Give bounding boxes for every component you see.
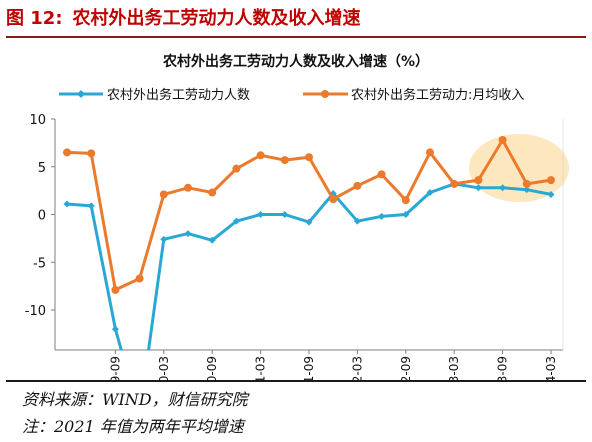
legend-item-series-2: 农村外出务工劳动力:月均收入 — [303, 87, 524, 103]
y-tick-label: -5 — [33, 256, 46, 271]
data-point — [474, 176, 483, 185]
data-point — [547, 190, 555, 198]
data-point — [159, 190, 168, 199]
data-point — [184, 183, 192, 192]
x-tick-label: 2023-09 — [496, 356, 510, 380]
data-point — [353, 217, 361, 225]
data-point — [280, 156, 289, 165]
data-point — [305, 218, 313, 226]
data-point — [474, 184, 482, 192]
data-point — [498, 136, 507, 145]
data-point — [257, 211, 265, 218]
data-point — [232, 217, 240, 225]
data-point — [184, 230, 192, 238]
legend-swatch-dot-2 — [321, 90, 329, 98]
data-point — [232, 164, 241, 173]
data-point — [523, 186, 531, 194]
data-point — [547, 176, 555, 185]
legend-item-series-1: 农村外出务工劳动力人数 — [59, 87, 250, 103]
x-tick-label: 2020-09 — [205, 356, 219, 380]
footnote: 注：2021 年值为两年平均增速 — [22, 417, 244, 436]
data-point — [305, 153, 313, 162]
x-tick-label: 2020-03 — [157, 356, 171, 380]
data-point — [87, 202, 95, 210]
data-point — [401, 196, 410, 205]
x-tick-label: 2022-03 — [350, 356, 364, 380]
y-tick-label: -10 — [25, 304, 46, 319]
data-point — [499, 184, 507, 192]
data-point — [111, 285, 120, 294]
chart-title: 农村外出务工劳动力人数及收入增速（%） — [162, 53, 429, 70]
data-point — [353, 181, 362, 190]
line-chart: 农村外出务工劳动力人数及收入增速（%） 农村外出务工劳动力人数 农村外出务工劳动… — [25, 53, 569, 380]
data-point — [208, 236, 216, 244]
header-rule — [6, 36, 586, 38]
data-point — [87, 149, 96, 158]
data-point — [111, 325, 119, 333]
data-point — [522, 179, 531, 188]
figure-label: 图 12: — [6, 8, 63, 29]
data-point — [402, 211, 410, 218]
source-note: 资料来源：WIND，财信研究院 — [22, 390, 248, 409]
y-tick-label: 5 — [38, 161, 46, 176]
data-point — [63, 148, 71, 157]
legend-label-2: 农村外出务工劳动力:月均收入 — [351, 87, 524, 103]
legend-label-1: 农村外出务工劳动力人数 — [107, 87, 250, 103]
x-tick-label: 2021-03 — [254, 356, 268, 380]
x-tick-label: 2023-03 — [447, 356, 461, 380]
figure-title: 农村外出务工劳动力人数及收入增速 — [72, 8, 361, 29]
data-point — [63, 200, 71, 208]
footer-rule — [6, 380, 586, 382]
data-point — [450, 179, 459, 188]
data-point — [256, 151, 265, 160]
legend: 农村外出务工劳动力人数 农村外出务工劳动力:月均收入 — [59, 87, 524, 103]
x-tick-label: 2022-09 — [399, 356, 413, 380]
x-tick-label: 2024-03 — [544, 356, 558, 380]
data-point — [329, 195, 338, 204]
data-point — [160, 235, 168, 243]
data-point — [378, 212, 386, 220]
y-tick-label: 10 — [29, 113, 46, 128]
x-tick-label: 2019-09 — [108, 356, 122, 380]
y-tick-label: 0 — [38, 209, 46, 224]
figure-header: 图 12: 农村外出务工劳动力人数及收入增速 — [6, 4, 586, 34]
data-point — [426, 148, 434, 157]
data-point — [208, 188, 217, 197]
data-point — [377, 170, 386, 179]
data-point — [135, 274, 144, 283]
data-point — [426, 189, 434, 197]
plot-area: -10 -5 0 5 10 2019-09 2020-03 2020-09 2021-03 202… — [25, 113, 564, 380]
x-tick-label: 2021-09 — [302, 356, 316, 380]
legend-swatch-diamond-1 — [77, 90, 85, 98]
series-2 — [63, 136, 555, 294]
data-point — [281, 211, 289, 218]
